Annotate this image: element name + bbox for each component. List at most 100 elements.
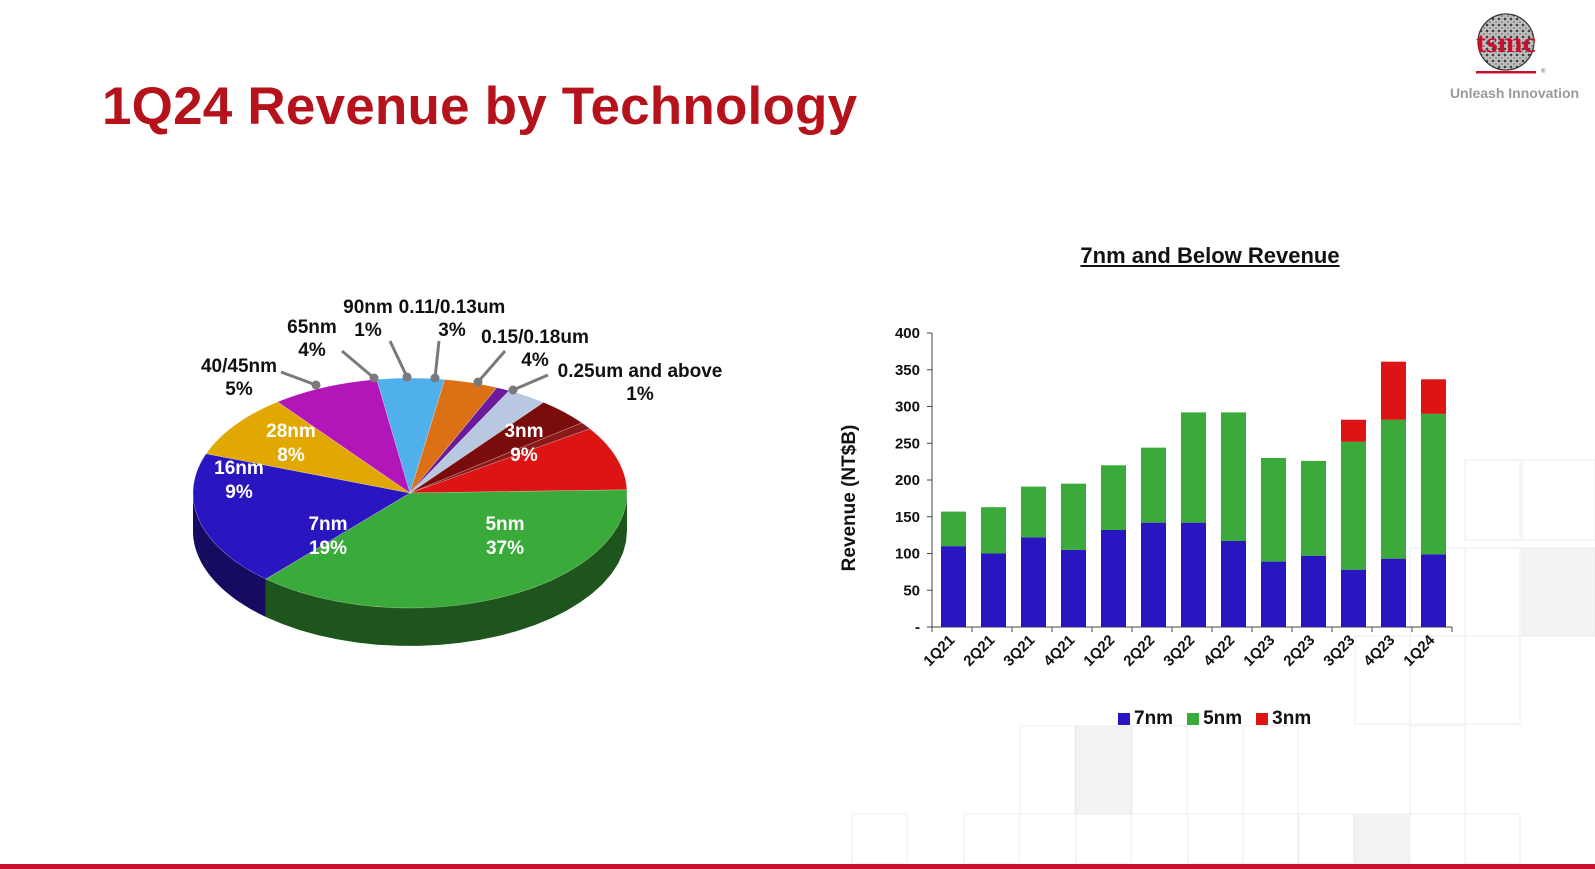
svg-text:®: ®: [1541, 68, 1546, 75]
y-tick-label: 250: [895, 435, 920, 452]
y-tick-label: 200: [895, 472, 920, 489]
pie-label-0-11-0-13um: 0.11/0.13um: [399, 297, 506, 318]
bar-3q23-3nm: [1341, 419, 1366, 442]
logo-tagline: Unleash Innovation: [1449, 85, 1580, 101]
bar-4q23-7nm: [1381, 558, 1406, 627]
pie-slice-16nm: [205, 401, 411, 494]
x-tick-label: 1Q23: [1240, 632, 1278, 670]
legend-item-5nm: 5nm: [1187, 708, 1242, 730]
legend-swatch-3nm: [1256, 713, 1269, 725]
bar-1q23-5nm: [1261, 457, 1286, 562]
x-tick-label: 1Q24: [1400, 631, 1438, 669]
pie-slice-0-25um-and-above: [409, 422, 591, 494]
bar-1q23-7nm: [1261, 561, 1286, 627]
pie-value-0-15-0-18um: 4%: [521, 350, 549, 371]
pie-leader-dot-40-45nm: [311, 380, 321, 390]
y-tick-label: 150: [895, 509, 920, 526]
bar-3q21-7nm: [1021, 537, 1046, 627]
x-tick-label: 2Q21: [960, 632, 998, 670]
pie-slice-0-15-0-18um: [409, 402, 583, 494]
bar-4q23-5nm: [1381, 419, 1406, 559]
pie-leader-dot-90nm: [402, 372, 412, 382]
revenue-bar-chart: - 50 100 150 200 250 300 350 400 Revenue (NT$B) 1Q…: [839, 325, 1453, 670]
bar-2q22-7nm: [1141, 522, 1166, 627]
bar-3q21-5nm: [1021, 486, 1046, 538]
pie-wall-5nm: [265, 493, 627, 646]
pie-leader-65nm: [341, 349, 375, 380]
pie-value-5nm: 37%: [486, 538, 524, 559]
x-tick-label: 2Q22: [1120, 632, 1158, 670]
x-tick-label: 3Q23: [1320, 632, 1358, 670]
y-tick-label: -: [915, 619, 920, 636]
pie-label-16nm: 16nm: [214, 458, 264, 479]
pie-leader-dot-0-15-0-18um: [473, 377, 483, 387]
bar-legend: 7nm 5nm 3nm: [1118, 708, 1311, 730]
pie-label-0-15-0-18um: 0.15/0.18um: [481, 327, 589, 348]
y-tick-label: 300: [895, 399, 920, 416]
pie-leader-dot-0-11-0-13um: [430, 373, 440, 383]
pie-value-90nm: 1%: [354, 320, 382, 341]
x-tick-label: 1Q21: [920, 632, 958, 670]
pie-value-0-25um-and-above: 1%: [626, 384, 654, 405]
legend-swatch-5nm: [1187, 713, 1200, 725]
legend-label-3nm: 3nm: [1272, 708, 1312, 729]
legend-label-5nm: 5nm: [1203, 708, 1243, 729]
pie-value-65nm: 4%: [298, 340, 326, 361]
bar-3q23-5nm: [1341, 441, 1366, 570]
y-tick-label: 350: [895, 362, 920, 379]
pie-label-3nm: 3nm: [504, 421, 543, 442]
bar-2q21-7nm: [981, 553, 1006, 627]
bar-chart-title: 7nm and Below Revenue: [1080, 243, 1340, 268]
bar-3q23-7nm: [1341, 569, 1366, 627]
bar-2q21-5nm: [981, 507, 1006, 554]
pie-label-90nm: 90nm: [343, 297, 393, 318]
pie-leader-40-45nm: [280, 370, 317, 387]
bar-3q22-7nm: [1181, 522, 1206, 627]
x-tick-label: 4Q21: [1040, 632, 1078, 670]
y-tick-label: 100: [895, 546, 920, 563]
pie-label-5nm: 5nm: [485, 514, 524, 535]
y-tick-label: 50: [903, 582, 920, 599]
bar-2q23-7nm: [1301, 555, 1326, 627]
x-tick-label: 2Q23: [1280, 632, 1318, 670]
pie-value-0-11-0-13um: 3%: [438, 320, 466, 341]
pie-slice-5nm: [265, 489, 628, 609]
pie-label-65nm: 65nm: [287, 317, 337, 338]
x-tick-label: 3Q21: [1000, 632, 1038, 670]
bar-4q23-3nm: [1381, 361, 1406, 420]
bar-1q24-5nm: [1421, 413, 1446, 555]
bar-1q21-5nm: [941, 511, 966, 547]
x-tick-label: 4Q22: [1200, 632, 1238, 670]
bar-4q22-7nm: [1221, 541, 1246, 627]
pie-slice-3nm: [409, 428, 628, 494]
pie-label-7nm: 7nm: [308, 514, 347, 535]
pie-label-40-45nm: 40/45nm: [201, 356, 277, 377]
legend-swatch-7nm: [1118, 713, 1130, 725]
y-tick-label: 400: [895, 325, 920, 342]
pie-slice-65nm: [409, 379, 498, 494]
bar-3q22-5nm: [1181, 412, 1206, 523]
pie-label-28nm: 28nm: [266, 421, 316, 442]
pie-slice-7nm: [192, 453, 411, 580]
pie-label-0-25um-and-above: 0.25um and above: [558, 361, 723, 382]
bar-2q23-5nm: [1301, 460, 1326, 556]
bar-1q22-5nm: [1101, 465, 1126, 530]
bar-4q22-5nm: [1221, 412, 1246, 542]
tsmc-logo: tsmc ®: [1476, 13, 1546, 75]
pie-leader-0-11-0-13um: [433, 340, 441, 379]
x-tick-label: 4Q23: [1360, 632, 1398, 670]
bar-1q21-7nm: [941, 546, 966, 627]
pie-value-28nm: 8%: [277, 445, 305, 466]
pie-value-7nm: 19%: [309, 538, 347, 559]
pie-leader-90nm: [388, 340, 409, 378]
bar-1q22-7nm: [1101, 529, 1126, 627]
pie-value-3nm: 9%: [510, 445, 538, 466]
bar-4q21-5nm: [1061, 483, 1086, 550]
bar-2q22-5nm: [1141, 447, 1166, 523]
legend-label-7nm: 7nm: [1134, 708, 1174, 729]
pie-wall-7nm: [193, 493, 266, 617]
logo-wordmark: tsmc: [1476, 26, 1536, 59]
pie-value-16nm: 9%: [225, 482, 253, 503]
legend-item-3nm: 3nm: [1256, 708, 1311, 730]
